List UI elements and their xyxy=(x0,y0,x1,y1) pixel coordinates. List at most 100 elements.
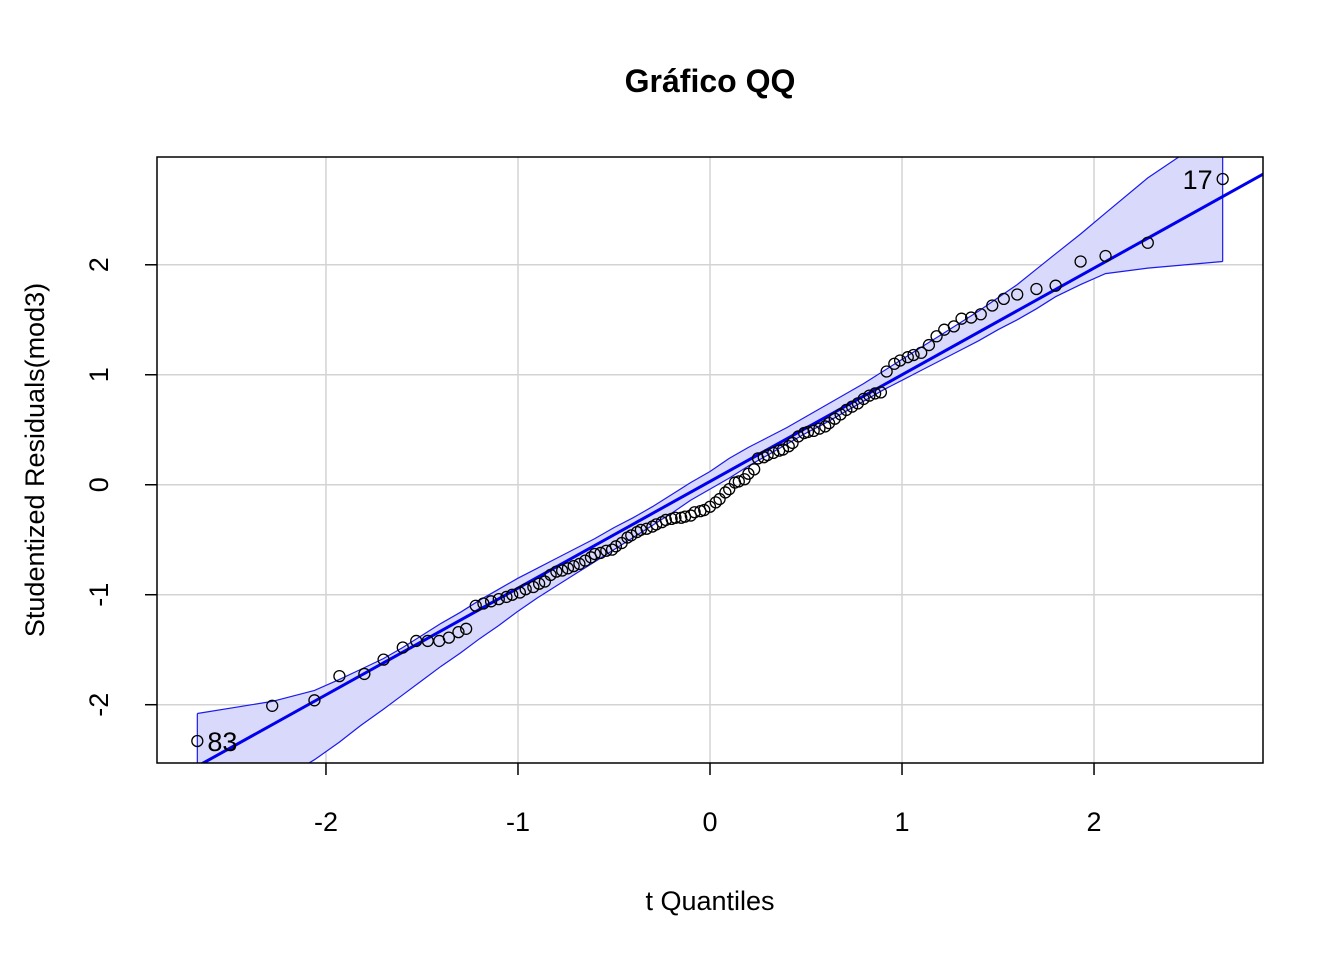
data-point xyxy=(1141,236,1154,249)
y-tick-label: -2 xyxy=(84,693,114,717)
data-point xyxy=(907,348,920,362)
data-point xyxy=(659,513,672,527)
data-point xyxy=(358,667,371,681)
data-point xyxy=(550,565,563,578)
data-point xyxy=(561,562,575,575)
x-tick-label: 0 xyxy=(702,807,717,837)
data-point xyxy=(527,580,540,594)
data-point xyxy=(469,599,482,612)
y-tick-label: 2 xyxy=(84,257,114,272)
data-point xyxy=(863,389,876,402)
data-point xyxy=(922,338,936,352)
data-point xyxy=(484,595,498,608)
data-point xyxy=(513,586,527,599)
y-tick-label: 1 xyxy=(84,367,114,382)
data-point xyxy=(801,425,815,439)
data-point xyxy=(266,699,279,712)
chart-title: Gráfico QQ xyxy=(625,63,796,99)
data-point xyxy=(609,540,623,553)
data-point xyxy=(874,386,888,399)
confidence-band xyxy=(196,157,1224,763)
data-point xyxy=(544,568,557,582)
data-point xyxy=(1074,255,1087,268)
data-point xyxy=(567,559,580,573)
data-point xyxy=(532,577,546,590)
data-point xyxy=(492,592,505,606)
data-point xyxy=(594,546,607,560)
data-point xyxy=(1099,249,1112,263)
data-point xyxy=(813,422,826,435)
data-point xyxy=(748,463,761,476)
data-point xyxy=(819,420,832,433)
data-point xyxy=(930,330,943,343)
data-point xyxy=(986,299,999,312)
data-point xyxy=(1030,282,1043,296)
axes: -2 -1 0 1 2 -2 -1 0 1 2 xyxy=(84,257,1102,837)
data-point xyxy=(308,694,321,707)
data-point xyxy=(555,564,569,577)
y-axis-label: Studentized Residuals(mod3) xyxy=(20,283,50,637)
data-point xyxy=(625,529,638,542)
x-tick-label: 2 xyxy=(1087,807,1102,837)
data-point xyxy=(1011,288,1024,301)
data-point xyxy=(588,547,601,561)
band-lower-edge xyxy=(307,260,1223,763)
plot-frame xyxy=(156,156,1264,764)
confidence-band-fill xyxy=(197,157,1223,763)
data-point xyxy=(719,486,732,499)
data-points xyxy=(191,172,1229,748)
data-point xyxy=(1216,172,1229,186)
data-point xyxy=(868,387,882,400)
y-tick-label: 0 xyxy=(84,477,114,492)
data-point xyxy=(688,506,701,519)
data-point xyxy=(901,351,914,364)
point-labels: 83 17 xyxy=(207,165,1212,757)
data-point xyxy=(452,625,465,639)
data-point xyxy=(997,292,1010,306)
data-point xyxy=(974,308,987,321)
data-point xyxy=(845,400,859,413)
data-point xyxy=(857,392,870,406)
data-point xyxy=(880,365,893,378)
data-point xyxy=(709,496,722,509)
data-point xyxy=(915,346,928,359)
data-point xyxy=(579,554,592,567)
data-point xyxy=(634,523,648,536)
point-label: 83 xyxy=(207,727,237,757)
data-point xyxy=(776,443,790,456)
data-point xyxy=(477,597,490,610)
data-point xyxy=(442,631,456,644)
data-point xyxy=(669,511,682,524)
point-label: 17 xyxy=(1183,165,1213,195)
reference-line xyxy=(200,172,1263,763)
data-point xyxy=(333,669,346,683)
x-tick-label: -1 xyxy=(506,807,530,837)
x-tick-label: -2 xyxy=(314,807,338,837)
data-point xyxy=(893,354,907,367)
data-point xyxy=(698,503,711,517)
reference-line-group xyxy=(200,172,1263,763)
data-point xyxy=(519,583,532,596)
data-point xyxy=(191,734,204,748)
data-point xyxy=(506,588,519,601)
data-point xyxy=(377,653,390,666)
x-tick-label: 1 xyxy=(894,807,909,837)
data-point xyxy=(459,622,473,635)
data-point xyxy=(1049,279,1062,292)
data-point xyxy=(782,440,795,453)
data-point xyxy=(840,403,853,417)
data-point xyxy=(605,543,619,556)
data-point xyxy=(955,312,968,325)
data-point xyxy=(732,475,745,488)
band-upper-edge xyxy=(197,157,1180,715)
data-point xyxy=(500,590,513,604)
data-point xyxy=(888,357,901,370)
x-axis-label: t Quantiles xyxy=(645,886,774,916)
data-point xyxy=(807,424,820,438)
data-point xyxy=(396,641,409,654)
data-point xyxy=(947,320,961,333)
data-point xyxy=(573,557,586,571)
data-point xyxy=(761,448,774,462)
y-tick-label: -1 xyxy=(84,583,114,607)
